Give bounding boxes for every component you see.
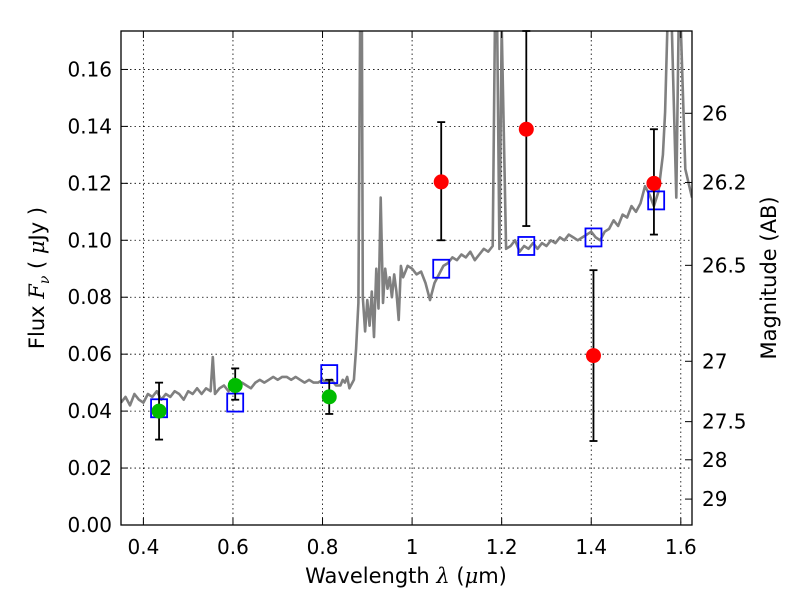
right-tick-label: 26.5: [702, 253, 747, 277]
right-axis-title: Magnitude (AB): [757, 196, 781, 359]
observed-flux-point: [321, 389, 337, 405]
model-photometry-point: [584, 227, 603, 248]
right-tick-label: 26: [702, 101, 727, 125]
x-tick-label: 0.4: [127, 535, 159, 559]
right-tick-label: 27.5: [702, 410, 747, 434]
sed-spectrum-line: [121, 31, 692, 407]
x-tick-label: 0.6: [217, 535, 249, 559]
y-tick-label: 0.08: [67, 285, 112, 309]
y-tick-label: 0.16: [67, 57, 112, 81]
observed-flux-point: [585, 348, 601, 364]
ticks: 0.4 0.6 0.8 1 1.2 1.4 1.6 0.00 0.02 0.04 0.06 0.08 0…: [67, 31, 747, 559]
observed-flux-point: [646, 175, 662, 191]
x-axis-title: Wavelength λ (μm): [305, 564, 507, 588]
x-tick-label: 1.2: [486, 535, 518, 559]
y-tick-label: 0.06: [67, 342, 112, 366]
x-tick-label: 1.4: [575, 535, 607, 559]
model-photometry-point: [647, 190, 666, 211]
right-tick-label: 27: [702, 349, 727, 373]
y-tick-label: 0.14: [67, 114, 112, 138]
x-tick-label: 1.6: [665, 535, 697, 559]
model-photometry-point: [517, 236, 536, 256]
y-axis-title: Flux Fν ( μJy ): [25, 207, 53, 349]
right-tick-label: 29: [702, 487, 727, 511]
x-tick-label: 0.8: [307, 535, 339, 559]
observed-flux-point: [151, 403, 167, 419]
plot-frame: [120, 30, 693, 526]
y-tick-label: 0.10: [67, 228, 112, 252]
observed-flux-point: [227, 377, 243, 393]
right-tick-label: 26.2: [702, 170, 747, 194]
observed-flux-point: [433, 174, 449, 190]
y-tick-label: 0.04: [67, 399, 112, 423]
y-tick-label: 0.12: [67, 171, 112, 195]
model-photometry-point: [432, 258, 451, 279]
x-tick-label: 1: [406, 535, 419, 559]
y-tick-label: 0.00: [67, 513, 112, 537]
observed-flux-point: [518, 121, 534, 137]
y-tick-label: 0.02: [67, 456, 112, 480]
right-tick-label: 28: [702, 448, 727, 472]
marker-layer: [150, 30, 666, 442]
data-layer: [121, 31, 692, 407]
